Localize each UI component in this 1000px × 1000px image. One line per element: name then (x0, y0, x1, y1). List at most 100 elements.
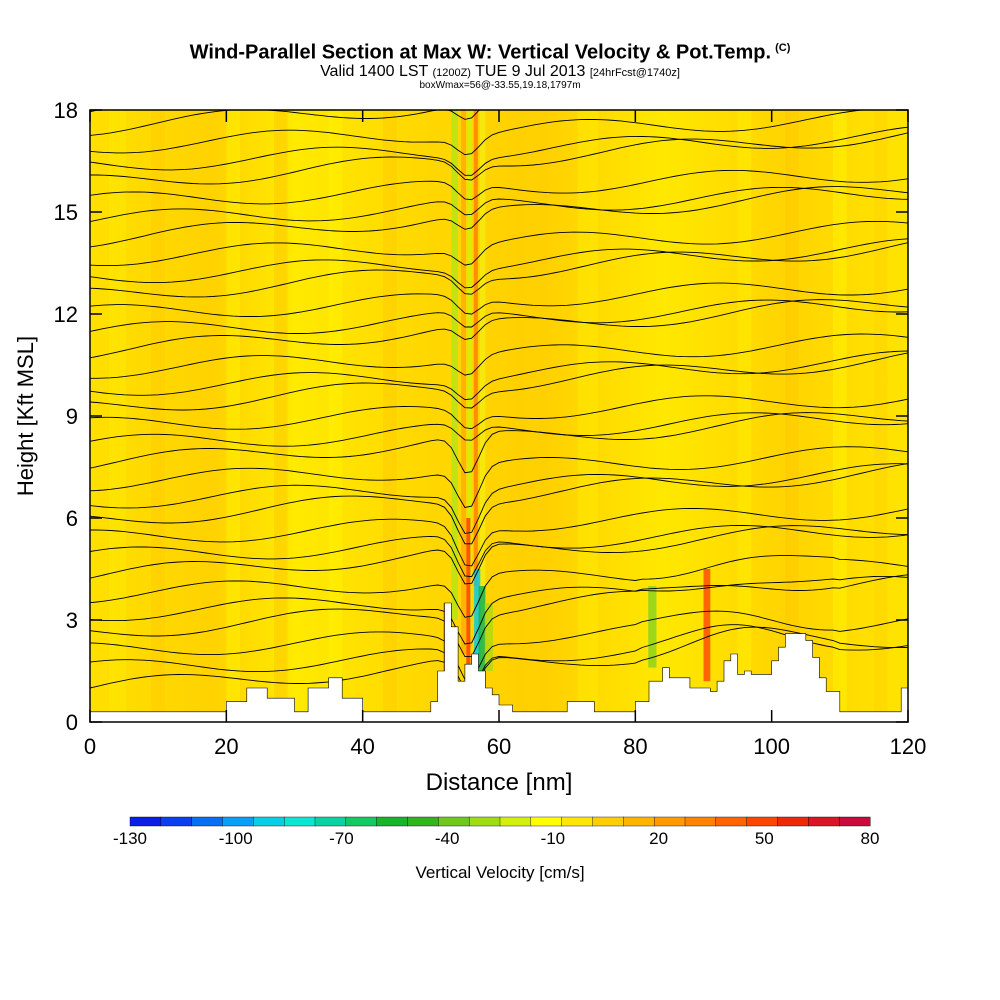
colorbar-tick-label: -70 (329, 829, 354, 848)
x-axis-ticks: 0 20 40 60 80 100 120 (84, 110, 926, 759)
colorbar-label: Vertical Velocity [cm/s] (415, 863, 585, 882)
velocity-streak (451, 110, 458, 620)
isentrope-line (90, 126, 908, 176)
isentrope-line (90, 508, 908, 567)
colorbar-swatch (191, 816, 223, 827)
subtitle-valid-time: Valid 1400 LST (320, 62, 428, 80)
chart-subtitle: Valid 1400 LST (1200Z) TUE 9 Jul 2013 [2… (0, 62, 1000, 80)
colorbar-swatch (561, 816, 593, 827)
isentrope-line (90, 110, 868, 156)
y-axis-label: Height [Kft MSL] (13, 336, 38, 496)
colorbar-tick-labels: -130 -100 -70 -40 -10 20 50 80 (113, 829, 879, 848)
isentrope-line (90, 574, 908, 658)
colorbar-swatch (129, 816, 162, 827)
y-tick-label: 18 (54, 98, 78, 123)
x-tick-label: 80 (623, 734, 647, 759)
isentrope-line (90, 299, 908, 359)
colorbar-swatch (283, 816, 316, 827)
colorbar-swatch (653, 816, 686, 827)
x-axis-label: Distance [nm] (426, 769, 573, 796)
velocity-streak (383, 110, 397, 722)
colorbar-swatch (253, 816, 285, 827)
isentrope-line (90, 575, 908, 645)
velocity-streak (474, 569, 481, 665)
colorbar-swatch (314, 816, 347, 827)
isentrope-line (90, 333, 908, 379)
colorbar-swatch (345, 816, 378, 827)
colorbar-swatch (684, 816, 717, 827)
velocity-streak (226, 110, 240, 722)
isentrope-line (90, 220, 908, 267)
velocity-streak (737, 110, 752, 722)
chart-note: boxWmax=56@-33.55,19.18,1797m (419, 79, 581, 91)
colorbar-swatch (376, 816, 409, 827)
isentrope-line (90, 626, 908, 697)
y-tick-label: 6 (66, 506, 78, 531)
colorbar-swatch (438, 816, 470, 827)
colorbar-tick-label: -130 (113, 829, 147, 848)
colorbar-swatch (407, 816, 439, 827)
isentrope-line (90, 610, 908, 681)
isentrope-line (90, 555, 908, 618)
velocity-streak (484, 603, 493, 671)
velocity-streak (108, 110, 126, 722)
colorbar-swatch (222, 816, 254, 827)
velocity-streak (466, 518, 471, 665)
velocity-streak (833, 110, 847, 722)
colorbar-tick-label: 50 (755, 829, 774, 848)
subtitle-date: TUE 9 Jul 2013 (475, 62, 586, 80)
y-tick-label: 3 (66, 608, 78, 633)
colorbar (129, 816, 871, 827)
colorbar-tick-label: -10 (541, 829, 566, 848)
potential-temperature-contours (90, 110, 908, 697)
chart-title-block: Wind-Parallel Section at Max W: Vertical… (0, 36, 1000, 91)
isentrope-line (90, 412, 908, 474)
colorbar-swatch (499, 816, 532, 827)
colorbar-swatch (777, 816, 809, 827)
velocity-streak (526, 110, 540, 722)
colorbar-swatch (715, 816, 748, 827)
heatmap-streaks (108, 110, 888, 722)
x-tick-label: 40 (350, 734, 374, 759)
colorbar-swatch (160, 816, 193, 827)
isentrope-line (90, 350, 908, 401)
x-tick-label: 100 (753, 734, 790, 759)
velocity-streak (873, 110, 888, 722)
chart-title: Wind-Parallel Section at Max W: Vertical… (0, 36, 990, 65)
colorbar-swatch (592, 816, 624, 827)
subtitle-utc-time: (1200Z) (432, 66, 471, 79)
velocity-streak (478, 586, 486, 671)
plot-area (90, 110, 908, 722)
colorbar-swatch (530, 816, 563, 827)
x-tick-label: 0 (84, 734, 96, 759)
isentrope-line (90, 110, 101, 113)
colorbar-tick-label: 80 (861, 829, 880, 848)
velocity-streak (785, 110, 799, 722)
isentrope-line (90, 132, 908, 185)
chart-title-text: Wind-Parallel Section at Max W: Vertical… (189, 41, 772, 64)
terrain-profile (90, 602, 908, 722)
copyright-mark: (C) (775, 42, 791, 54)
x-tick-label: 120 (890, 734, 927, 759)
isentrope-line (90, 395, 908, 430)
y-tick-label: 12 (54, 302, 78, 327)
colorbar-swatch (468, 816, 501, 827)
isentrope-line (90, 624, 908, 692)
isentrope-line (90, 282, 908, 317)
isentrope-line (90, 463, 908, 545)
isentrope-line (90, 238, 908, 289)
isentrope-line (90, 446, 908, 509)
y-tick-label: 0 (66, 710, 78, 735)
isentrope-line (90, 186, 908, 223)
x-tick-label: 60 (487, 734, 511, 759)
y-tick-label: 15 (54, 200, 78, 225)
colorbar-tick-label: -100 (219, 829, 253, 848)
subtitle-forecast: [24hrFcst@1740z] (589, 66, 680, 79)
colorbar-tick-label: -40 (435, 829, 460, 848)
y-axis-ticks: 0 3 6 9 12 15 18 (54, 98, 908, 735)
isentrope-line (90, 525, 908, 585)
colorbar-swatch (838, 816, 871, 827)
colorbar-swatch (623, 816, 655, 827)
velocity-streak (479, 110, 486, 637)
